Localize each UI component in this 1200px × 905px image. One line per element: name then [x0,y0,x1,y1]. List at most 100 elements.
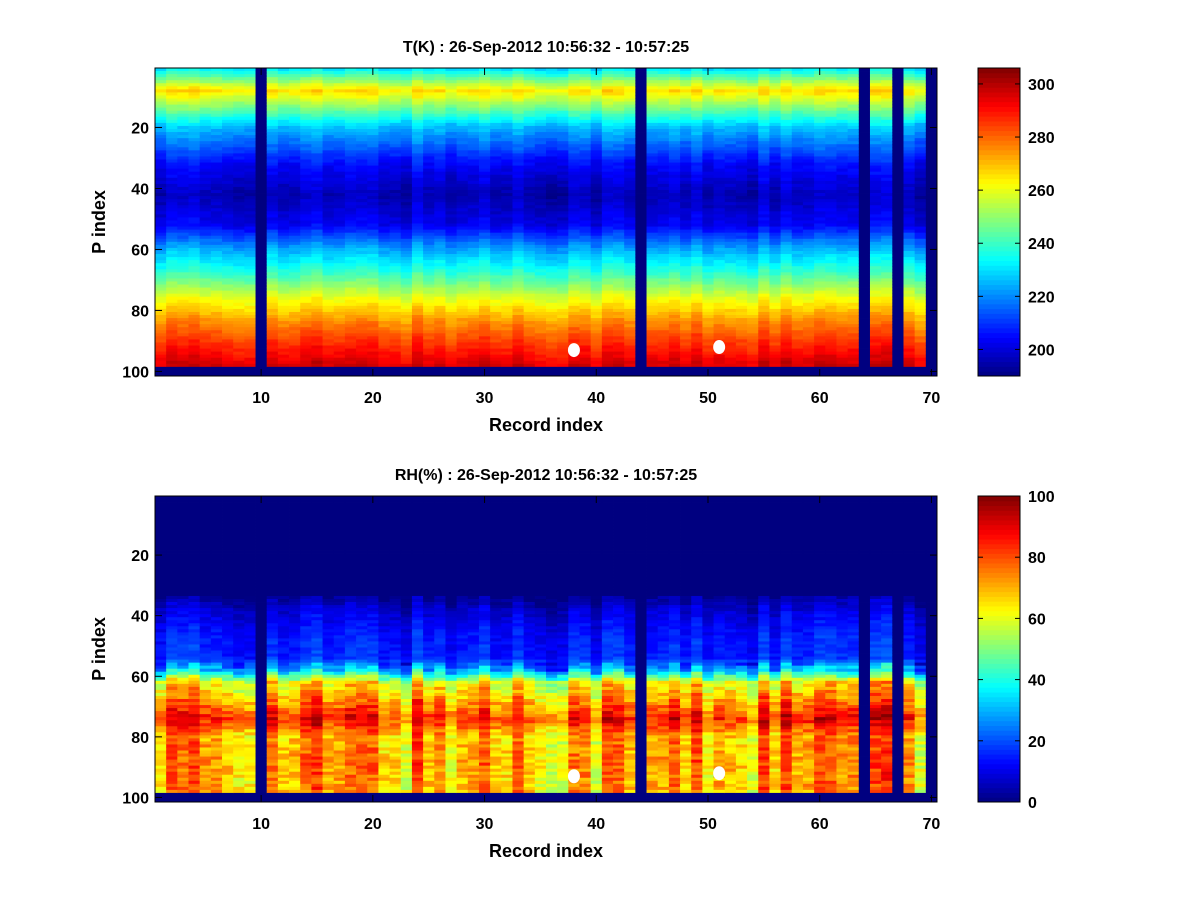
heatmap-cell [311,342,323,346]
heatmap-cell [668,296,681,301]
heatmap-cell [244,238,256,243]
heatmap-cell [478,116,491,121]
heatmap-cell [557,147,569,151]
heatmap-cell [244,330,256,334]
heatmap-cell [311,369,323,374]
heatmap-cell [389,315,402,319]
heatmap-cell [668,68,681,72]
heatmap-cell [411,229,424,234]
heatmap-cell [400,321,413,325]
heatmap-cell [322,150,335,154]
heatmap-cell [613,199,625,203]
heatmap-cell [155,348,167,352]
heatmap-cell [188,281,201,285]
heatmap-cell [657,232,670,237]
heatmap-cell [601,250,614,255]
heatmap-cell [456,144,469,148]
heatmap-cell [601,281,614,285]
heatmap-cell [155,177,167,182]
heatmap-cell [668,196,681,200]
heatmap-cell [534,363,547,368]
heatmap-cell [367,208,379,212]
heatmap-cell [333,318,346,322]
heatmap-cell [523,177,536,182]
heatmap-cell [523,318,536,322]
heatmap-cell [467,372,480,377]
heatmap-cell [590,296,603,301]
heatmap-cell [411,162,424,166]
heatmap-cell [367,241,379,246]
heatmap-cell [568,299,580,304]
heatmap-cell [646,119,659,124]
heatmap-cell [467,208,480,212]
heatmap-cell [445,107,458,112]
heatmap-cell [199,196,212,200]
heatmap-cell [300,193,312,197]
heatmap-cell [266,235,279,240]
heatmap-cell [624,174,636,179]
heatmap-cell [456,229,469,234]
heatmap-cell [534,235,547,240]
heatmap-cell [333,232,346,237]
heatmap-cell [367,119,379,124]
heatmap-cell [222,250,234,255]
heatmap-cell [255,107,268,112]
heatmap-cell [523,125,536,130]
heatmap-cell [356,144,368,148]
heatmap-cell [534,168,547,173]
heatmap-cell [311,196,323,200]
heatmap-cell [456,308,469,313]
heatmap-cell [300,196,312,200]
heatmap-cell [557,177,569,182]
heatmap-cell [434,290,446,295]
heatmap-cell [456,71,469,75]
heatmap-cell [691,110,703,115]
heatmap-cell [155,189,167,194]
heatmap-cell [434,345,446,349]
heatmap-cell [255,290,268,295]
heatmap-cell [300,71,312,75]
heatmap-cell [389,330,402,334]
heatmap-cell [568,244,580,249]
heatmap-cell [624,363,636,368]
heatmap-cell [166,171,178,176]
heatmap-cell [222,348,234,352]
heatmap-cell [512,186,525,191]
heatmap-cell [624,128,636,133]
heatmap-cell [233,113,245,118]
heatmap-cell [434,260,446,264]
heatmap-cell [333,132,346,136]
heatmap-cell [400,101,413,105]
heatmap-cell [657,266,670,270]
heatmap-cell [289,250,301,255]
heatmap-cell [233,232,245,237]
heatmap-cell [266,272,279,276]
heatmap-cell [635,327,647,331]
heatmap-cell [210,260,223,264]
heatmap-cell [266,104,279,109]
heatmap-cell [289,220,301,224]
heatmap-cell [478,250,491,255]
heatmap-cell [624,235,636,240]
heatmap-cell [378,174,390,179]
heatmap-cell [311,348,323,352]
heatmap-cell [668,327,681,331]
heatmap-cell [199,302,212,307]
heatmap-cell [601,98,614,102]
heatmap-cell [512,110,525,115]
heatmap-cell [501,302,513,307]
heatmap-cell [199,153,212,157]
heatmap-cell [601,144,614,148]
heatmap-cell [680,135,692,139]
heatmap-cell [333,183,346,188]
heatmap-cell [289,336,301,340]
heatmap-cell [277,278,290,282]
heatmap-cell [568,254,580,258]
heatmap-cell [613,165,625,170]
heatmap-cell [490,293,502,298]
heatmap-cell [289,269,301,273]
heatmap-cell [222,232,234,237]
heatmap-cell [657,122,670,127]
heatmap-cell [635,150,647,154]
heatmap-cell [356,324,368,328]
